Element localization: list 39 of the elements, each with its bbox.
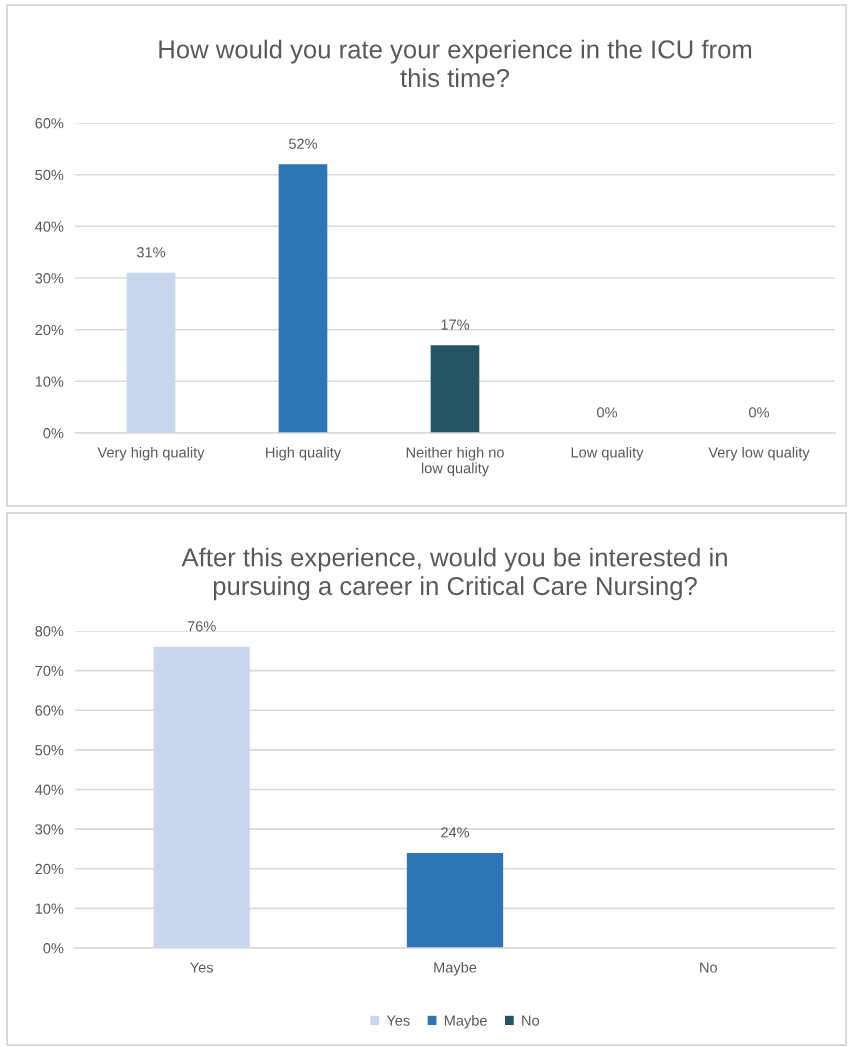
bar xyxy=(278,164,328,433)
legend-label: Maybe xyxy=(444,1015,487,1029)
y-tick-label: 10% xyxy=(35,376,64,387)
chart-title: How would you rate your experience in the ICU from this time? xyxy=(159,39,752,88)
y-tick-label: 20% xyxy=(35,863,64,875)
y-tick-label: 60% xyxy=(35,705,64,716)
x-tick-label: No xyxy=(700,962,718,973)
y-tick-label: 10% xyxy=(35,903,64,914)
y-tick-label: 20% xyxy=(35,324,64,336)
x-tick-label: Very low quality xyxy=(708,446,810,461)
data-label: 76% xyxy=(187,621,216,632)
bar xyxy=(126,272,176,433)
x-tick-label: Neither high no low quality xyxy=(406,446,504,477)
x-tick-label: Low quality xyxy=(571,446,644,461)
y-tick-label: 30% xyxy=(35,273,64,284)
y-tick-label: 30% xyxy=(35,824,64,835)
y-tick-label: 0% xyxy=(43,428,64,439)
y-tick-label: 70% xyxy=(35,665,64,677)
x-tick-label: Yes xyxy=(190,962,214,973)
y-tick-label: 0% xyxy=(43,943,64,954)
legend-label: No xyxy=(522,1015,540,1026)
y-tick-label: 40% xyxy=(35,221,64,232)
data-label: 24% xyxy=(441,827,470,838)
bar xyxy=(430,345,480,433)
y-tick-label: 60% xyxy=(35,118,64,129)
x-tick-label: Maybe xyxy=(434,961,477,976)
y-tick-label: 80% xyxy=(35,626,64,637)
legend-label: Yes xyxy=(386,1015,410,1026)
data-label: 17% xyxy=(441,319,470,330)
y-tick-label: 40% xyxy=(35,784,64,795)
data-label: 52% xyxy=(288,138,318,149)
data-label: 31% xyxy=(136,247,166,258)
data-label: 0% xyxy=(749,407,770,418)
chart-title: After this experience, would you be interested in pursuing a career in Critical Care Nursing? xyxy=(181,547,727,601)
data-label: 0% xyxy=(597,407,618,418)
x-tick-label: High quality xyxy=(266,446,342,461)
x-tick-label: Very high quality xyxy=(97,446,205,461)
y-tick-label: 50% xyxy=(35,744,64,756)
y-tick-label: 50% xyxy=(35,169,64,181)
